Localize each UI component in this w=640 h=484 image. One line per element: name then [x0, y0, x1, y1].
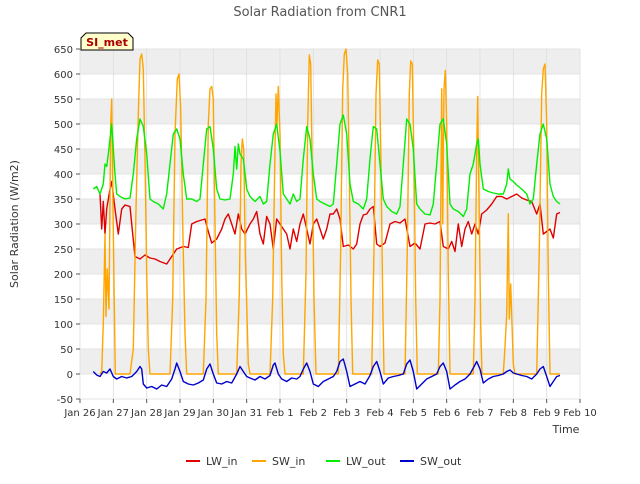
legend: LW_in SW_in LW_out SW_out: [186, 455, 462, 468]
x-tick-label: Jan 30: [197, 408, 229, 419]
x-tick-label: Feb 10: [563, 408, 597, 419]
x-tick-label: Feb 3: [333, 408, 360, 419]
y-tick-label: 250: [54, 245, 73, 256]
y-axis: -50 0 50 100 150 200 250 300 350 400 450 500 550 600 6…: [54, 45, 80, 406]
y-tick-label: 500: [54, 120, 73, 131]
x-tick-label: Feb 4: [366, 408, 393, 419]
y-tick-label: 350: [54, 195, 73, 206]
legend-label-lw-out: LW_out: [346, 455, 386, 468]
legend-label-sw-in: SW_in: [272, 455, 305, 468]
series-line-lw-out: [92, 114, 561, 218]
plot-band: [80, 99, 580, 124]
y-tick-label: 200: [54, 270, 73, 281]
chart-title: Solar Radiation from CNR1: [233, 5, 406, 20]
y-tick-label: -50: [57, 395, 73, 406]
series-layer: [92, 48, 561, 390]
y-axis-label: Solar Radiation (W/m2): [8, 160, 21, 288]
y-tick-label: 300: [54, 220, 73, 231]
x-tick-label: Feb 5: [400, 408, 427, 419]
site-badge: SI_met: [80, 32, 134, 51]
y-tick-label: 150: [54, 295, 73, 306]
x-tick-label: Jan 27: [97, 408, 129, 419]
y-tick-label: 50: [60, 345, 73, 356]
x-tick-label: Feb 7: [466, 408, 493, 419]
plot-band: [80, 149, 580, 174]
x-tick-label: Jan 28: [130, 408, 162, 419]
x-tick-label: Feb 1: [266, 408, 293, 419]
plot-band: [80, 299, 580, 324]
x-tick-label: Jan 29: [163, 408, 195, 419]
y-tick-label: 650: [54, 45, 73, 56]
x-tick-label: Feb 9: [533, 408, 560, 419]
x-tick-label: Feb 8: [500, 408, 527, 419]
x-axis: Jan 26 Jan 27 Jan 28 Jan 29 Jan 30 Jan 31 Feb …: [63, 399, 597, 419]
y-tick-label: 400: [54, 170, 73, 181]
plot-band: [80, 199, 580, 224]
y-tick-label: 100: [54, 320, 73, 331]
y-tick-label: 550: [54, 95, 73, 106]
plot-bands: [80, 49, 580, 374]
x-tick-label: Feb 6: [433, 408, 460, 419]
legend-label-sw-out: SW_out: [420, 455, 462, 468]
plot-band: [80, 349, 580, 374]
series-line-sw-out: [92, 358, 561, 390]
y-tick-label: 600: [54, 70, 73, 81]
site-badge-label: SI_met: [86, 36, 128, 49]
x-tick-label: Jan 26: [63, 408, 95, 419]
y-tick-label: 0: [67, 370, 73, 381]
plot-band: [80, 49, 580, 74]
x-tick-label: Feb 2: [300, 408, 327, 419]
site-badge-box: [80, 32, 134, 51]
x-axis-label: Time: [552, 423, 580, 436]
y-tick-label: 450: [54, 145, 73, 156]
x-tick-label: Jan 31: [230, 408, 262, 419]
series-line-sw-in: [99, 48, 560, 375]
plot-band: [80, 249, 580, 274]
legend-label-lw-in: LW_in: [206, 455, 238, 468]
grid-lines: [79, 48, 581, 400]
